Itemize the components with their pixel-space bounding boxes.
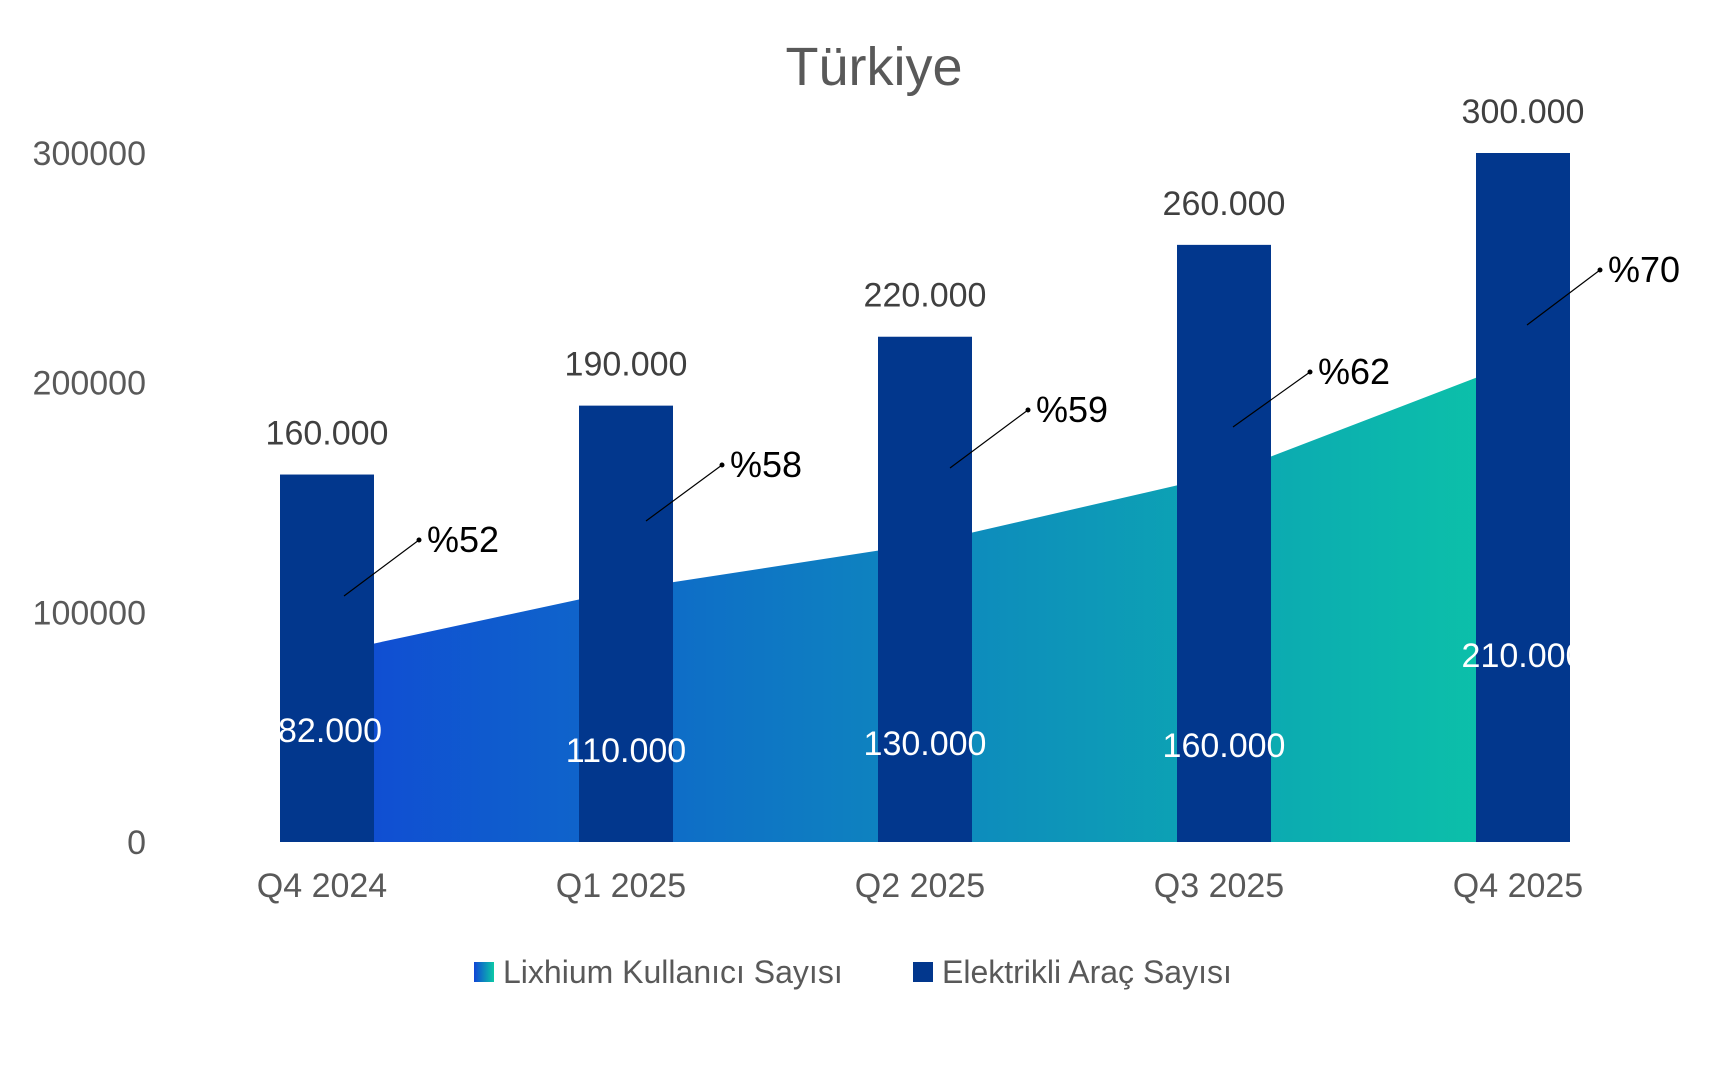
- area-value-label: 82.000: [278, 712, 382, 750]
- chart-title: Türkiye: [785, 37, 962, 97]
- bar: [878, 336, 972, 842]
- bar-value-label: 260.000: [1163, 185, 1286, 223]
- annotation-label: %70: [1608, 249, 1680, 290]
- area-value-label: 130.000: [864, 725, 987, 763]
- x-tick-label: Q1 2025: [556, 867, 686, 905]
- annotation-line: [645, 464, 723, 522]
- y-tick-label: 300000: [33, 135, 146, 173]
- annotation-label: %52: [427, 519, 499, 560]
- legend-swatch-lixhium: [474, 962, 494, 982]
- annotation-label: %59: [1036, 389, 1108, 430]
- bar-value-label: 160.000: [266, 415, 389, 453]
- annotation-line: [343, 539, 420, 597]
- y-tick-label: 0: [127, 824, 146, 862]
- legend-label-lixhium: Lixhium Kullanıcı Sayısı: [503, 954, 843, 990]
- x-tick-label: Q4 2024: [257, 867, 387, 905]
- annotation-dot: [416, 537, 422, 543]
- x-tick-label: Q2 2025: [855, 867, 985, 905]
- area-value-label: 110.000: [566, 732, 686, 770]
- data-labels: 160.000 190.000 220.000 260.000 300.000 82.00…: [266, 93, 1585, 770]
- annotation-line: [949, 409, 1029, 469]
- bar-value-label: 190.000: [565, 346, 688, 384]
- legend-swatch-elektrikli: [913, 962, 933, 982]
- y-axis: 0 100000 200000 300000: [33, 135, 146, 862]
- legend-label-elektrikli: Elektrikli Araç Sayısı: [942, 954, 1232, 990]
- area-value-label: 160.000: [1163, 727, 1286, 765]
- bar-series: [280, 153, 1570, 842]
- bar: [280, 474, 374, 842]
- annotations: %52 %58 %59 %62 %70: [343, 249, 1680, 597]
- bar-value-label: 220.000: [864, 277, 987, 315]
- y-tick-label: 200000: [33, 365, 146, 403]
- annotation-dot: [719, 462, 725, 468]
- annotation-dot: [1025, 407, 1031, 413]
- annotation-dot: [1597, 267, 1603, 273]
- bar-value-label: 300.000: [1462, 93, 1585, 131]
- annotation-dot: [1307, 369, 1313, 375]
- legend-item-elektrikli[interactable]: Elektrikli Araç Sayısı: [913, 954, 1232, 990]
- legend-item-lixhium[interactable]: Lixhium Kullanıcı Sayısı: [474, 954, 843, 990]
- y-tick-label: 100000: [33, 594, 146, 632]
- bar: [1476, 153, 1570, 842]
- x-tick-label: Q3 2025: [1154, 867, 1284, 905]
- x-tick-label: Q4 2025: [1453, 867, 1583, 905]
- annotation-line: [1526, 269, 1601, 326]
- bar: [579, 405, 673, 842]
- annotation-line: [1232, 371, 1311, 428]
- annotation-label: %62: [1318, 351, 1390, 392]
- bar: [1177, 244, 1271, 842]
- x-axis: Q4 2024 Q1 2025 Q2 2025 Q3 2025 Q4 2025: [257, 867, 1583, 905]
- area-value-label: 210.000: [1462, 637, 1585, 675]
- annotation-label: %58: [730, 444, 802, 485]
- legend: Lixhium Kullanıcı Sayısı Elektrikli Araç…: [474, 954, 1232, 990]
